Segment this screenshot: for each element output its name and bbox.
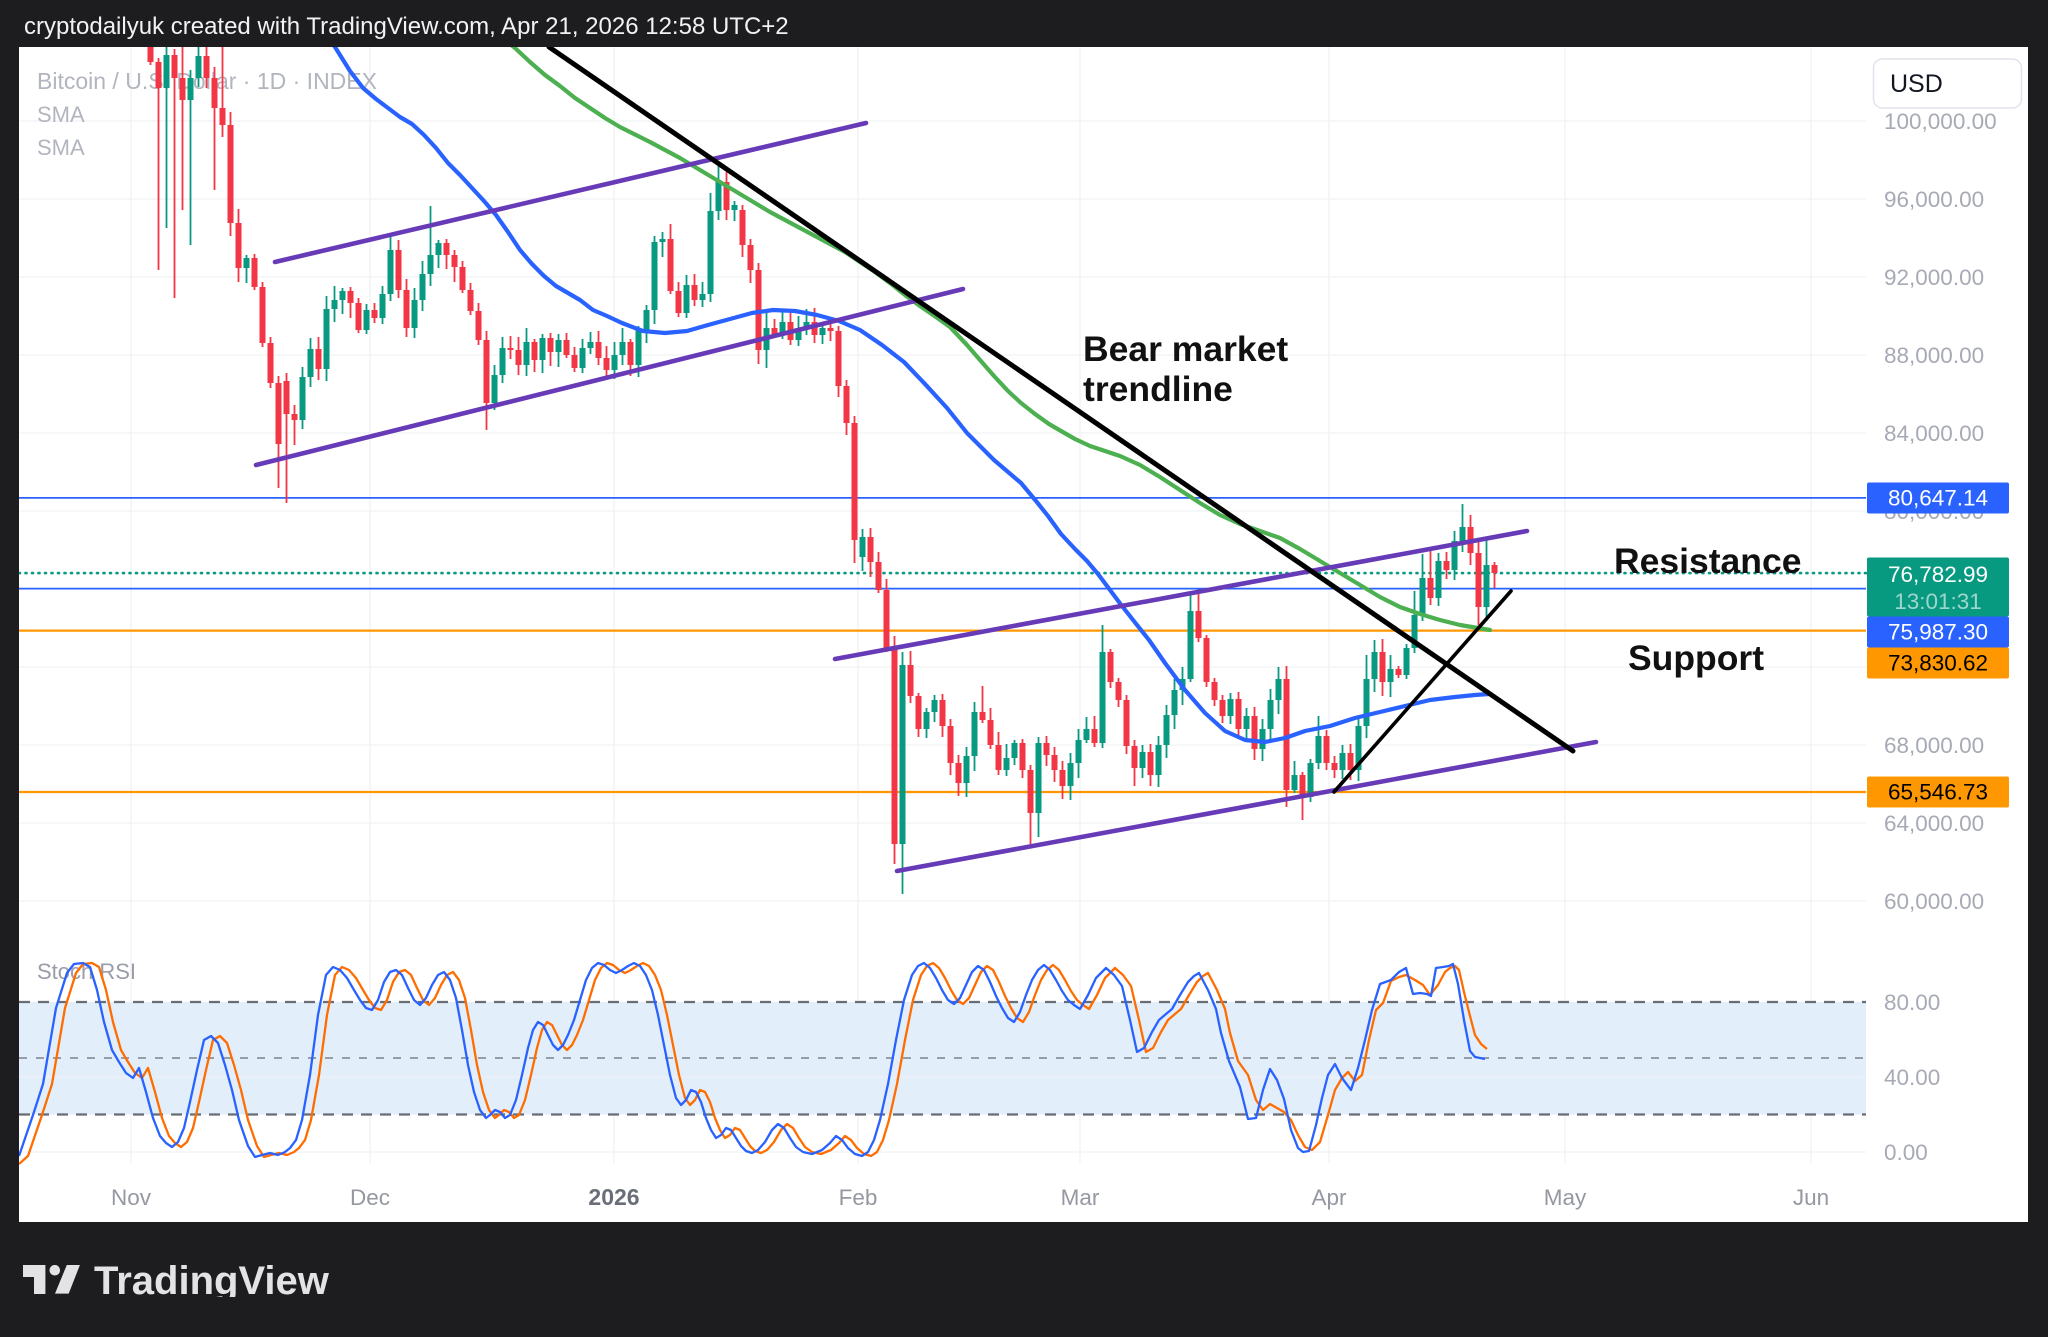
svg-text:75,987.30: 75,987.30 xyxy=(1888,620,1988,645)
svg-text:76,782.99: 76,782.99 xyxy=(1888,562,1988,587)
svg-text:73,830.62: 73,830.62 xyxy=(1888,651,1988,676)
svg-text:0.00: 0.00 xyxy=(1884,1140,1928,1165)
svg-text:80.00: 80.00 xyxy=(1884,990,1940,1015)
svg-text:88,000.00: 88,000.00 xyxy=(1884,343,1984,368)
svg-text:Mar: Mar xyxy=(1061,1185,1100,1210)
svg-text:Apr: Apr xyxy=(1311,1185,1347,1210)
svg-text:Support: Support xyxy=(1628,638,1764,678)
svg-text:Bear market: Bear market xyxy=(1083,329,1288,369)
svg-text:65,546.73: 65,546.73 xyxy=(1888,780,1988,805)
svg-text:May: May xyxy=(1544,1185,1587,1210)
svg-text:60,000.00: 60,000.00 xyxy=(1884,889,1984,914)
svg-text:USD: USD xyxy=(1890,70,1943,98)
svg-text:Jun: Jun xyxy=(1793,1185,1829,1210)
svg-text:100,000.00: 100,000.00 xyxy=(1884,109,1997,134)
svg-text:SMA: SMA xyxy=(37,135,85,160)
svg-text:Dec: Dec xyxy=(350,1185,390,1210)
svg-text:84,000.00: 84,000.00 xyxy=(1884,421,1984,446)
svg-text:40.00: 40.00 xyxy=(1884,1065,1940,1090)
svg-text:68,000.00: 68,000.00 xyxy=(1884,733,1984,758)
svg-text:13:01:31: 13:01:31 xyxy=(1894,589,1982,614)
svg-text:92,000.00: 92,000.00 xyxy=(1884,265,1984,290)
svg-text:2026: 2026 xyxy=(588,1184,639,1210)
svg-text:trendline: trendline xyxy=(1083,369,1233,409)
svg-text:80,647.14: 80,647.14 xyxy=(1888,486,1988,511)
svg-text:Nov: Nov xyxy=(111,1185,152,1210)
svg-text:SMA: SMA xyxy=(37,102,85,127)
svg-text:96,000.00: 96,000.00 xyxy=(1884,187,1984,212)
svg-text:TradingView: TradingView xyxy=(94,1265,330,1297)
svg-text:64,000.00: 64,000.00 xyxy=(1884,811,1984,836)
svg-text:Feb: Feb xyxy=(839,1185,878,1210)
svg-text:Resistance: Resistance xyxy=(1614,541,1801,581)
